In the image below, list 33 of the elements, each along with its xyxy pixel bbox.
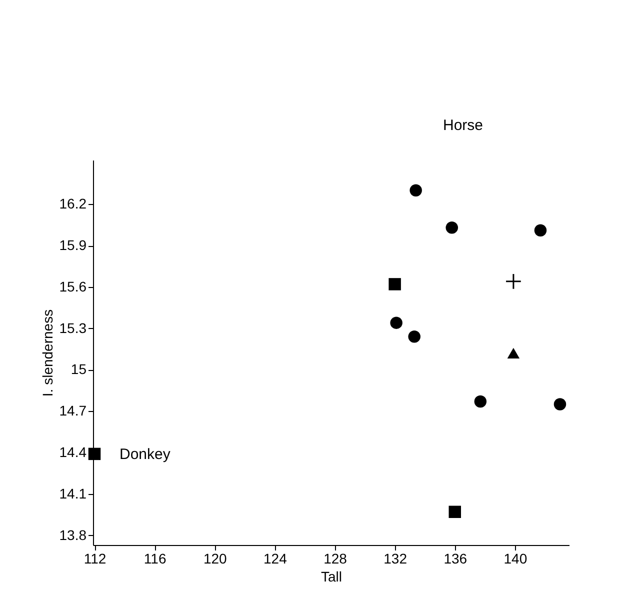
y-tick-label: 13.8 [59,526,87,543]
point [410,184,422,196]
x-tick-label: 116 [144,550,166,566]
x-tick-label: 124 [264,550,288,566]
point [534,224,547,236]
y-tick-label: 14.1 [59,485,87,502]
x-tick-label: 136 [444,550,468,566]
x-tick-label: 128 [324,550,348,566]
y-tick-label: 15.3 [59,320,87,336]
x-axis-title: Tall [320,568,342,584]
x-tick-label: 112 [84,550,106,566]
point [448,506,462,518]
text: Horse [442,117,484,134]
y-tick-label: 14.7 [59,402,87,419]
point [88,448,101,460]
point [388,278,401,290]
point [505,273,522,290]
x-tick-label: 132 [384,550,408,566]
y-tick-label: 15 [70,361,87,378]
y-tick-label: 16.2 [59,196,87,212]
y-tick-label: 15.9 [59,237,87,254]
y-tick-label: 15.6 [59,278,87,294]
point [390,316,402,329]
point [474,395,487,408]
point [408,330,420,343]
x-tick-label: 120 [203,550,228,566]
point [554,398,566,410]
x-tick-label: 140 [504,550,528,566]
point [446,222,458,234]
y-tick-label: 14.4 [59,444,87,460]
annotation: Donkey [120,446,171,463]
point [507,348,520,358]
y-axis-title: I. slenderness [39,309,56,397]
